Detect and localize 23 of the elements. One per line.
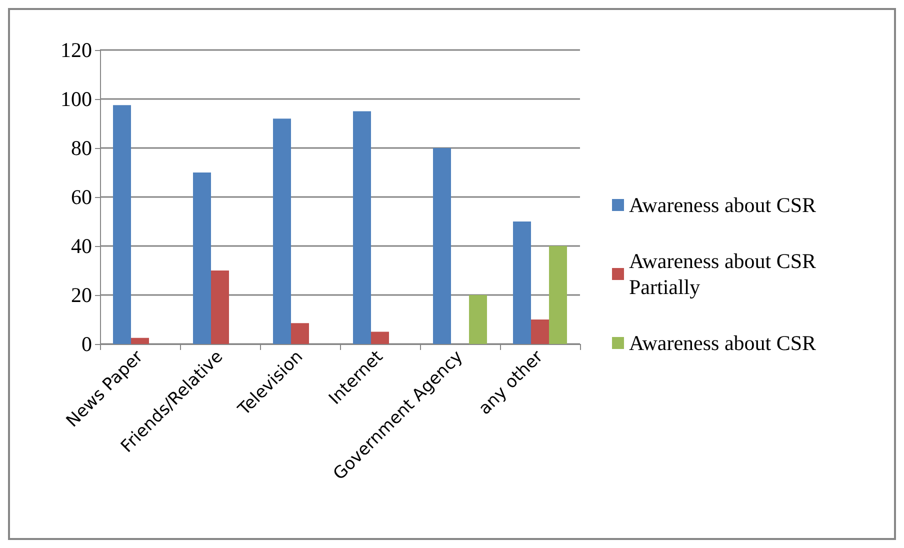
bar bbox=[353, 111, 371, 344]
legend-label: Awareness about CSR bbox=[629, 331, 816, 355]
bar bbox=[193, 172, 211, 344]
bar bbox=[291, 323, 309, 344]
bar bbox=[211, 270, 229, 344]
y-tick-label: 40 bbox=[71, 234, 92, 258]
y-tick-label: 100 bbox=[60, 87, 92, 111]
bar bbox=[513, 222, 531, 344]
legend-label: Awareness about CSR Partially bbox=[629, 249, 822, 299]
bar bbox=[131, 338, 149, 344]
bar bbox=[433, 148, 451, 344]
bar bbox=[273, 118, 291, 344]
legend-label: Awareness about CSR bbox=[629, 193, 816, 217]
bar bbox=[371, 332, 389, 344]
bar bbox=[549, 246, 567, 344]
y-tick-label: 0 bbox=[82, 332, 92, 356]
y-tick-label: 80 bbox=[71, 136, 92, 160]
y-tick-label: 120 bbox=[60, 38, 92, 62]
bar bbox=[531, 320, 549, 344]
y-tick-label: 60 bbox=[71, 185, 92, 209]
bar bbox=[113, 105, 131, 344]
y-tick-label: 20 bbox=[71, 283, 92, 307]
bar bbox=[469, 295, 487, 344]
